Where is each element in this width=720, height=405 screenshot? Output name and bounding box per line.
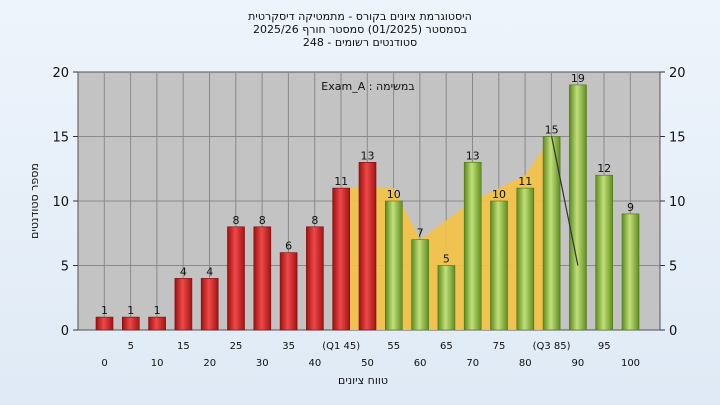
bar bbox=[148, 316, 166, 331]
x-tick-label: 5 bbox=[128, 341, 134, 352]
x-tick-label: 55 bbox=[387, 341, 400, 352]
chart-annotation: במשימה : Exam_A bbox=[321, 80, 414, 93]
bar bbox=[332, 187, 351, 331]
bar bbox=[490, 200, 508, 331]
x-tick-label: 70 bbox=[466, 358, 479, 369]
bar-value-label: 1 bbox=[127, 304, 134, 317]
x-tick-label: 25 bbox=[230, 341, 243, 352]
x-axis-label: טווח ציונים bbox=[338, 374, 388, 387]
x-tick-label: 100 bbox=[621, 358, 640, 369]
bar bbox=[437, 265, 456, 331]
x-tick-label: 95 bbox=[598, 341, 611, 352]
bar-value-label: 13 bbox=[361, 149, 375, 162]
bar-value-label: 8 bbox=[233, 214, 240, 227]
bar-value-label: 11 bbox=[334, 175, 348, 188]
bar-value-label: 1 bbox=[154, 304, 161, 317]
bar-value-label: 4 bbox=[180, 265, 187, 278]
x-tick-label: 40 bbox=[309, 358, 322, 369]
bar-value-label: 10 bbox=[492, 188, 506, 201]
y-axis-right-ticks: 0 5 10 15 20 bbox=[660, 66, 686, 339]
bar-value-label: 10 bbox=[387, 188, 401, 201]
bar bbox=[621, 213, 640, 331]
y-tick-label-left: 5 bbox=[61, 260, 69, 275]
chart-title-line-2: בסמסטר (01/2025) סמסטר חורף 2025/26 bbox=[253, 23, 467, 36]
bar-value-label: 8 bbox=[259, 214, 266, 227]
bar bbox=[569, 84, 587, 331]
bar bbox=[253, 226, 272, 331]
bar-value-label: 13 bbox=[466, 149, 480, 162]
bar bbox=[122, 316, 140, 331]
bar-value-label: 9 bbox=[627, 201, 634, 214]
bar-value-label: 7 bbox=[417, 227, 424, 240]
bar bbox=[358, 162, 377, 331]
x-tick-label: 80 bbox=[519, 358, 532, 369]
bar bbox=[200, 278, 219, 331]
bar-value-label: 8 bbox=[311, 214, 318, 227]
y-tick-label-left: 20 bbox=[52, 66, 69, 81]
y-axis-left-ticks: 0 5 10 15 20 bbox=[52, 66, 78, 339]
bar bbox=[227, 226, 245, 331]
bar-value-label: 19 bbox=[571, 72, 585, 85]
bar-value-label: 12 bbox=[597, 162, 611, 175]
y-tick-label-right: 10 bbox=[669, 195, 686, 210]
whisker-line bbox=[551, 136, 579, 266]
x-tick-label: 75 bbox=[493, 341, 506, 352]
x-tick-label: 65 bbox=[440, 341, 453, 352]
whisker-series bbox=[551, 136, 579, 266]
bar bbox=[516, 187, 535, 331]
bar bbox=[174, 278, 193, 331]
x-tick-label: (Q1 45) bbox=[322, 341, 360, 352]
x-tick-label: 90 bbox=[572, 358, 585, 369]
y-tick-label-left: 10 bbox=[52, 195, 69, 210]
bar-value-label: 5 bbox=[443, 253, 450, 266]
x-tick-label: (Q3 85) bbox=[533, 341, 571, 352]
bar-value-label: 6 bbox=[285, 240, 292, 253]
x-tick-label: 50 bbox=[361, 358, 374, 369]
x-tick-label: 0 bbox=[101, 358, 107, 369]
bar bbox=[95, 316, 114, 331]
y-tick-label-right: 0 bbox=[669, 324, 677, 339]
bar-value-label: 11 bbox=[518, 175, 532, 188]
x-axis-ticks: 0 5 10 15 20 25 30 35 40(Q1 45)50 55 60 65 70 75 80(Q3… bbox=[101, 341, 640, 369]
y-tick-label-left: 0 bbox=[61, 324, 69, 339]
chart-title-line-3: סטודנטים רשומים - 248 bbox=[303, 36, 417, 49]
x-tick-label: 60 bbox=[414, 358, 427, 369]
bar bbox=[463, 162, 482, 331]
x-tick-label: 15 bbox=[177, 341, 190, 352]
bar-value-label: 1 bbox=[101, 304, 108, 317]
chart-title-line-1: היסטוגרמת ציונים בקורס - מתמטיקה דיסקרטי… bbox=[248, 10, 472, 23]
bar-value-label: 4 bbox=[206, 265, 213, 278]
y-axis-label: מספר סטודנטים bbox=[28, 163, 41, 239]
x-tick-label: 10 bbox=[151, 358, 164, 369]
y-tick-label-right: 5 bbox=[669, 260, 677, 275]
x-tick-label: 20 bbox=[203, 358, 216, 369]
bar bbox=[595, 174, 614, 331]
bar bbox=[384, 200, 403, 331]
x-tick-label: 35 bbox=[282, 341, 295, 352]
y-tick-label-right: 15 bbox=[669, 131, 686, 146]
bar bbox=[306, 226, 324, 331]
bar bbox=[411, 239, 429, 331]
x-tick-label: 30 bbox=[256, 358, 269, 369]
bar-series bbox=[95, 84, 640, 331]
bar bbox=[279, 252, 298, 331]
y-tick-label-left: 15 bbox=[52, 131, 69, 146]
y-tick-label-right: 20 bbox=[669, 66, 686, 81]
bar-value-label: 15 bbox=[545, 124, 559, 137]
